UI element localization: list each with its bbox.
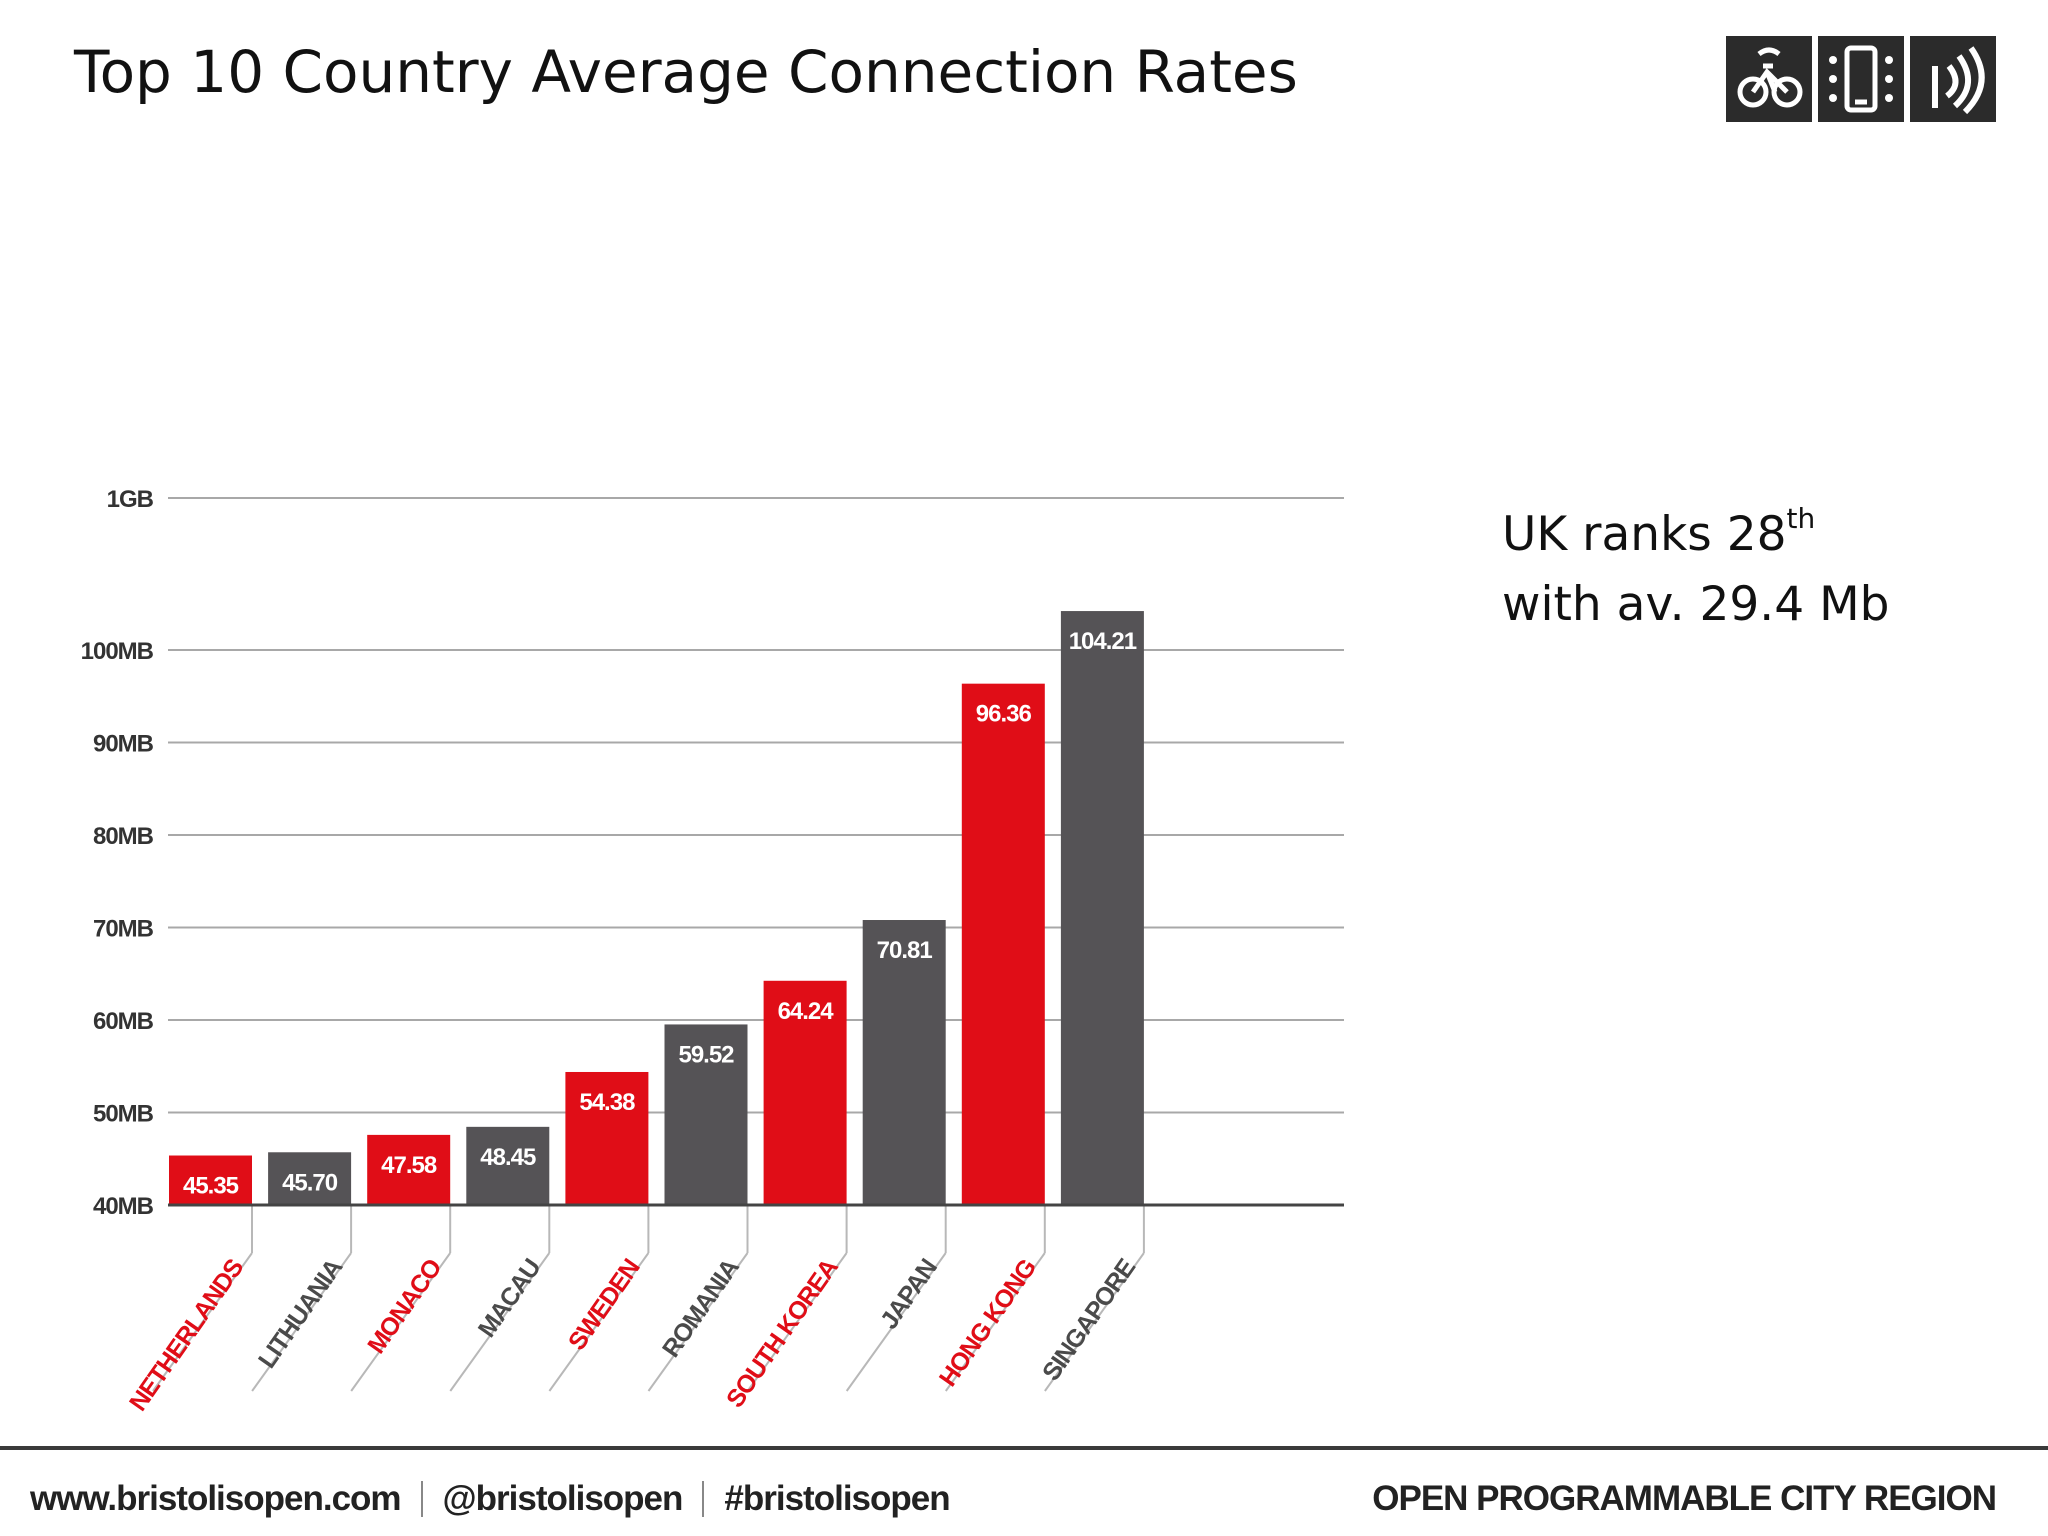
bar <box>565 1071 649 1205</box>
bar <box>367 1134 451 1205</box>
bar <box>169 1155 252 1205</box>
category-leader <box>746 1252 848 1392</box>
bar <box>1060 611 1144 1205</box>
footer-divider <box>0 1446 2048 1450</box>
category-leader <box>647 1252 749 1392</box>
footer: www.bristolisopen.com @bristolisopen #br… <box>30 1474 1997 1524</box>
bar-value-label: 45.70 <box>282 1169 338 1196</box>
category-label: LITHUANIA <box>253 1254 349 1374</box>
category-label: ROMANIA <box>657 1254 745 1363</box>
y-tick-label: 80MB <box>93 823 154 850</box>
uk-rank-note: UK ranks 28th with av. 29.4 Mb <box>1502 500 1889 640</box>
bar-value-label: 48.45 <box>480 1144 536 1171</box>
bar-value-label: 96.36 <box>976 701 1032 728</box>
bar-value-label: 64.24 <box>778 998 835 1025</box>
footer-separator <box>420 1481 423 1517</box>
bar-value-label: 45.35 <box>183 1173 239 1200</box>
bar-chart-svg: 1GB 40MB 50MB 60MB 70MB 80MB 90MB 100MB 45.35 NET… <box>81 486 1344 1416</box>
bar <box>664 1024 748 1205</box>
bar-value-label: 104.21 <box>1069 628 1137 655</box>
category-leader <box>944 1252 1046 1392</box>
bar <box>961 683 1045 1205</box>
y-tick-label: 50MB <box>93 1101 154 1128</box>
category-label: NETHERLANDS <box>124 1254 249 1416</box>
y-tick-label: 100MB <box>81 638 154 665</box>
category-leader <box>1044 1252 1145 1392</box>
wireless-signal-icon <box>1910 36 1996 122</box>
footer-hashtag-link[interactable]: #bristolisopen <box>724 1479 950 1518</box>
category-leader <box>251 1252 352 1392</box>
footer-website-link[interactable]: www.bristolisopen.com <box>30 1479 402 1518</box>
footer-separator <box>702 1481 705 1517</box>
category-label: MONACO <box>362 1254 447 1359</box>
category-label: JAPAN <box>875 1254 943 1334</box>
category-label: SWEDEN <box>563 1254 645 1355</box>
bar <box>763 980 847 1205</box>
bar-value-label: 59.52 <box>678 1041 734 1068</box>
bicycle-icon <box>1726 36 1812 122</box>
category-leader <box>350 1252 452 1392</box>
uk-rank-ordinal: th <box>1786 502 1816 535</box>
category-label: SINGAPORE <box>1037 1254 1141 1386</box>
bar <box>466 1126 550 1205</box>
connection-rates-chart: 1GB 40MB 50MB 60MB 70MB 80MB 90MB 100MB 45.35 NET… <box>0 470 1400 1420</box>
bar-value-label: 47.58 <box>381 1152 437 1179</box>
category-leader <box>845 1252 947 1392</box>
uk-average-text: with av. 29.4 Mb <box>1502 577 1890 632</box>
y-tick-label: 70MB <box>93 916 154 943</box>
bar-value-label: 70.81 <box>877 937 933 964</box>
slide-title: Top 10 Country Average Connection Rates <box>74 38 1298 106</box>
y-tick-label: 90MB <box>93 731 154 758</box>
category-leader <box>548 1252 650 1392</box>
bar-value-label: 54.38 <box>579 1089 635 1116</box>
bar <box>268 1152 352 1205</box>
bristol-is-open-logo <box>1726 36 1996 122</box>
bar <box>862 920 946 1205</box>
footer-handle-link[interactable]: @bristolisopen <box>442 1479 684 1518</box>
y-tick-label: 60MB <box>93 1008 154 1035</box>
y-tick-label: 1GB <box>107 486 154 513</box>
category-leader <box>152 1252 253 1392</box>
category-label: HONG KONG <box>934 1254 1042 1391</box>
uk-rank-text: UK ranks 28 <box>1502 507 1787 562</box>
category-label: MACAU <box>473 1254 546 1342</box>
mobile-phone-icon <box>1818 36 1904 122</box>
y-tick-label: 40MB <box>93 1193 154 1220</box>
category-leader <box>449 1252 551 1392</box>
footer-tagline: OPEN PROGRAMMABLE CITY REGION <box>1372 1479 1997 1518</box>
uk-rank-line: UK ranks 28th <box>1502 500 1889 570</box>
